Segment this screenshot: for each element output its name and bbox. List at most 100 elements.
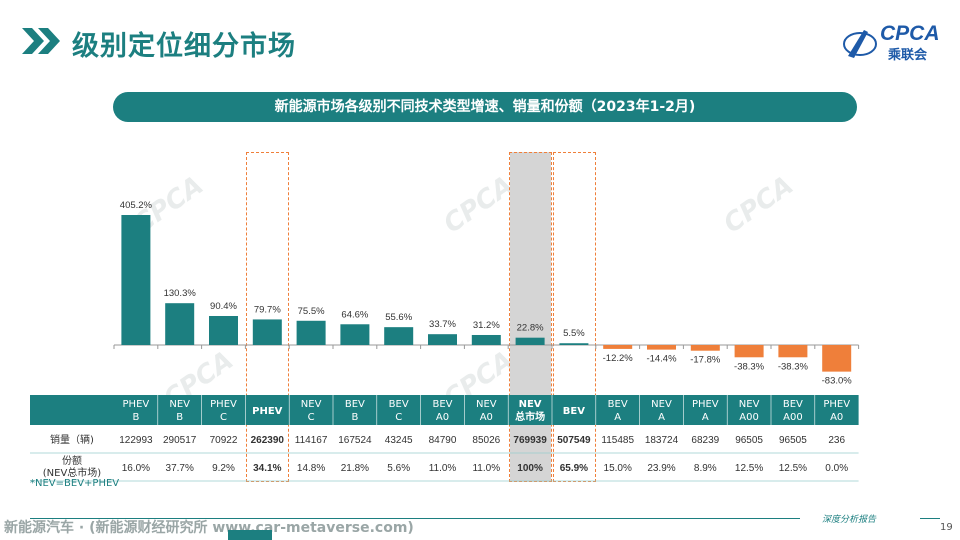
logo-text: CPCA [880, 22, 940, 45]
table-cell: 14.8% [297, 463, 325, 474]
table-header-label: BEV [432, 399, 452, 410]
table-cell: 769939 [513, 435, 547, 446]
table-header-label: A0 [480, 412, 493, 423]
table-header-label: NEV [651, 399, 672, 410]
footer-mark [228, 530, 272, 540]
table-header-bg [30, 395, 859, 425]
data-label: 31.2% [473, 320, 500, 331]
table-header-label: BEV [389, 399, 409, 410]
bar [471, 334, 501, 345]
cpca-logo: CPCA 乘联会 [838, 22, 940, 63]
table-header-label: A0 [436, 412, 449, 423]
table-header-label: PHEV [692, 399, 719, 410]
table-header-label: B [351, 412, 358, 423]
table-header-label: PHEV [123, 399, 150, 410]
table-cell: 12.5% [735, 463, 763, 474]
data-label: -38.3% [734, 361, 765, 372]
data-label: 79.7% [254, 304, 281, 315]
logo-cn-text: 乘联会 [888, 48, 928, 63]
footer-divider [30, 518, 800, 519]
bar [690, 345, 720, 351]
source-watermark: 新能源汽车 · (新能源财经研究所 www.car-metaverse.com) [4, 520, 414, 536]
table-cell: 8.9% [694, 463, 717, 474]
bar [121, 215, 151, 345]
bar [822, 345, 852, 372]
bar [165, 303, 195, 345]
table-header-label: BEV [608, 399, 628, 410]
table-header-label: C [220, 412, 227, 423]
data-label: 33.7% [429, 319, 456, 330]
table-cell: 96505 [779, 435, 807, 446]
bar [734, 345, 764, 358]
table-cell: 100% [517, 463, 543, 474]
table-header-label: A [702, 412, 709, 423]
table-cell: 122993 [119, 435, 153, 446]
table-cell: 15.0% [604, 463, 632, 474]
table-header-label: PHEV [210, 399, 237, 410]
table-header-label: NEV [739, 399, 760, 410]
footnote: *NEV=BEV+PHEV [30, 478, 120, 489]
table-cell: 65.9% [560, 463, 588, 474]
table-cell: 68239 [691, 435, 719, 446]
table-cell: 11.0% [429, 463, 457, 474]
table-header-label: NEV [476, 399, 497, 410]
table-header-label: B [176, 412, 183, 423]
table-cell: 37.7% [166, 463, 194, 474]
table-cell: 5.6% [387, 463, 410, 474]
table-cell: 11.0% [472, 463, 500, 474]
bar [428, 334, 457, 345]
data-label: -38.3% [778, 361, 809, 372]
table-row-label: 销量（辆) [50, 433, 94, 446]
table-cell: 0.0% [825, 463, 848, 474]
chart-subtitle: 新能源市场各级别不同技术类型增速、销量和份额（2023年1-2月) [113, 92, 857, 122]
data-label: 64.6% [341, 309, 368, 320]
table-cell: 236 [828, 435, 845, 446]
table-cell: 167524 [338, 435, 372, 446]
data-label: 90.4% [210, 301, 237, 312]
table-header-label: A00 [783, 412, 803, 423]
table-cell: 23.9% [647, 463, 675, 474]
table-header-label: A [658, 412, 665, 423]
bar [778, 345, 808, 358]
data-label: -83.0% [822, 376, 853, 387]
table-cell: 115485 [601, 435, 634, 446]
table-header-label: NEV [519, 399, 542, 410]
footer-tagline: 深度分析报告 [822, 515, 877, 525]
table-header-label: C [308, 412, 315, 423]
table-cell: 16.0% [122, 463, 150, 474]
table-header-label: BEV [345, 399, 365, 410]
footer-divider-right [920, 518, 940, 519]
table-cell: 290517 [163, 435, 197, 446]
data-label: 75.5% [298, 306, 325, 317]
table-header-label: NEV [169, 399, 190, 410]
bar [296, 320, 326, 345]
table-cell: 96505 [735, 435, 763, 446]
table-header-label: 总市场 [515, 410, 545, 423]
cpca-emblem-icon [843, 30, 877, 58]
table-cell: 114167 [295, 435, 328, 446]
data-label: 22.8% [517, 323, 544, 334]
highlight-box-total [509, 152, 552, 482]
bar [515, 337, 545, 345]
table-cell: 34.1% [253, 463, 281, 474]
table-cell: 507549 [557, 435, 591, 446]
table-header-label: A00 [739, 412, 759, 423]
table-header-label: A [614, 412, 621, 423]
data-label: 405.2% [120, 200, 153, 211]
data-label: -12.2% [603, 353, 634, 364]
table-cell: 9.2% [212, 463, 235, 474]
table-header-label: A0 [830, 412, 843, 423]
page-title: 级别定位细分市场 [72, 31, 296, 62]
table-header-label: B [132, 412, 139, 423]
bar [252, 319, 282, 345]
bar [384, 327, 414, 345]
bar [209, 315, 238, 345]
table-header-label: NEV [301, 399, 322, 410]
data-label: 130.3% [164, 288, 197, 299]
bar [647, 345, 676, 350]
bar [559, 343, 589, 345]
table-header-label: BEV [563, 406, 585, 417]
data-label: 5.5% [563, 328, 585, 339]
highlight-box-bev [553, 152, 596, 482]
